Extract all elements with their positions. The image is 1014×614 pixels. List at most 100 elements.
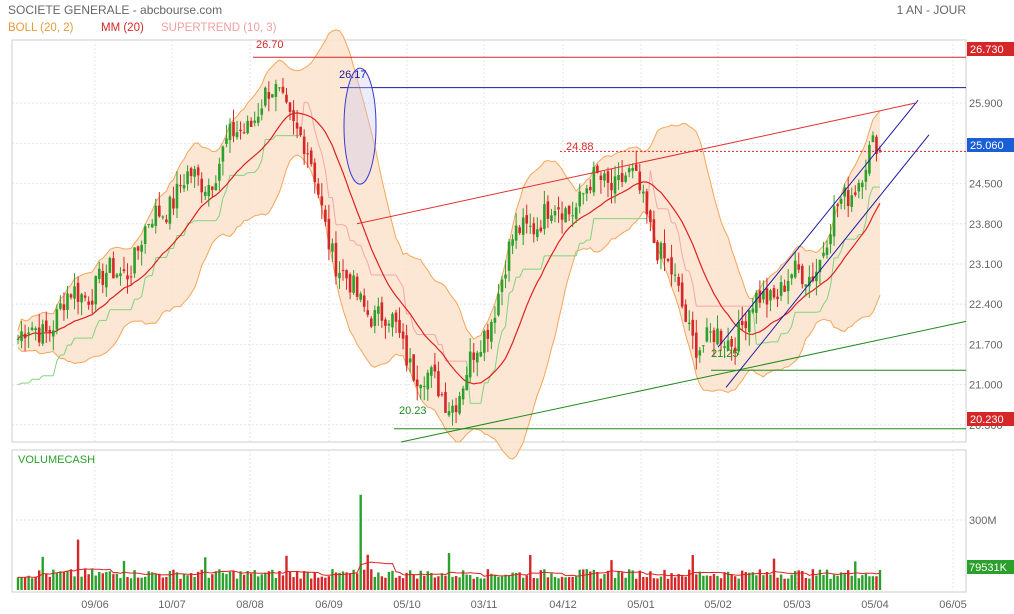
candle-body [790, 274, 793, 279]
candle-body [702, 345, 705, 347]
supertrend-segment [784, 332, 789, 335]
badge-last-box [967, 138, 1014, 152]
supertrend-segment [861, 221, 867, 235]
volume-bar [278, 570, 281, 590]
candle-body [783, 285, 786, 292]
supertrend-segment [367, 262, 372, 276]
volume-bar [143, 576, 147, 590]
candle-body [140, 244, 143, 252]
candle-body [384, 319, 387, 326]
y-tick-label: 24.500 [969, 179, 1003, 191]
candle-body [126, 275, 129, 280]
candle-body [638, 171, 642, 191]
volume-bar [868, 576, 871, 590]
volume-bar [854, 561, 857, 590]
x-tick-label: 06/09 [315, 599, 343, 611]
supertrend-segment [141, 277, 146, 297]
candle-body [564, 208, 567, 223]
volume-bar [458, 577, 461, 590]
supertrend-segment [314, 130, 319, 144]
candle-body [66, 293, 69, 310]
candle-body [122, 269, 126, 272]
period-label[interactable]: 1 AN - JOUR [896, 3, 966, 17]
candle-body [278, 87, 281, 89]
supertrend-segment [52, 360, 58, 376]
volume-bar [620, 572, 624, 590]
volume-bar [645, 577, 649, 590]
supertrend-segment [38, 375, 44, 380]
volume-average-line [17, 561, 881, 578]
candle-body [755, 292, 758, 313]
volume-bar [112, 574, 115, 590]
volume-bar [426, 571, 430, 590]
volume-bar [179, 578, 182, 590]
supertrend-segment [494, 345, 499, 370]
candle-body [175, 183, 179, 209]
volume-bar [140, 577, 143, 590]
volume-bar [45, 573, 48, 590]
candle-body [288, 102, 292, 112]
candle-body [359, 293, 362, 300]
volume-bar [596, 571, 599, 590]
supertrend-segment [399, 280, 404, 288]
supertrend-segment [819, 304, 824, 312]
badge-low: 20.230 [970, 414, 1004, 426]
volume-bar [543, 569, 546, 590]
volume-bar [536, 578, 539, 590]
volume-bar [16, 577, 20, 590]
volume-bar [327, 576, 331, 590]
y-tick-label: 23.800 [969, 219, 1003, 231]
volume-bar [119, 578, 122, 590]
candle-body [256, 116, 260, 123]
volume-bar [129, 578, 133, 590]
badge-high: 26.730 [970, 44, 1004, 56]
supertrend-segment [674, 222, 680, 235]
candle-body [673, 274, 677, 276]
volume-bar [839, 572, 843, 590]
volume-bar [154, 573, 157, 590]
volume-bar [23, 576, 27, 590]
candle-body [44, 320, 48, 332]
supertrend-segment [183, 222, 189, 236]
volume-bar [108, 571, 112, 590]
candle-body [133, 247, 136, 274]
volume-bar [553, 576, 557, 590]
volume-bar [468, 574, 472, 590]
supertrend-segment [649, 170, 655, 192]
candle-body [804, 284, 808, 287]
volume-bar [818, 569, 822, 590]
candle-body [147, 224, 151, 226]
volume-bar [401, 578, 405, 590]
candle-body [161, 216, 165, 218]
volume-bar [48, 576, 51, 590]
volume-bar [90, 569, 94, 590]
volume-bar [582, 569, 585, 590]
volume-bar [765, 571, 769, 590]
volume-bar [560, 576, 564, 590]
volume-bar [680, 576, 684, 590]
supertrend-segment [413, 328, 418, 335]
volume-bar [76, 539, 80, 590]
volume-bar [829, 578, 832, 590]
candle-body [37, 327, 41, 343]
candle-body [228, 123, 232, 141]
volume-bar [716, 575, 719, 590]
candle-body [723, 346, 726, 349]
volume-bar [801, 570, 804, 590]
volume-bar [440, 573, 444, 590]
supertrend-segment [70, 337, 75, 346]
candle-body [143, 226, 147, 244]
volume-bar [225, 574, 228, 590]
candle-body [652, 219, 656, 243]
volume-bar [702, 575, 705, 590]
candle-body [553, 211, 557, 216]
candle-body [309, 150, 313, 165]
legend-supertrend[interactable]: SUPERTREND (10, 3) [161, 22, 277, 34]
volume-bar [281, 575, 285, 590]
candle-body [762, 291, 765, 300]
candle-body [645, 191, 649, 215]
candle-body [334, 242, 338, 277]
legend-boll[interactable]: BOLL (20, 2) [8, 22, 74, 34]
legend-mm[interactable]: MM (20) [101, 22, 144, 34]
